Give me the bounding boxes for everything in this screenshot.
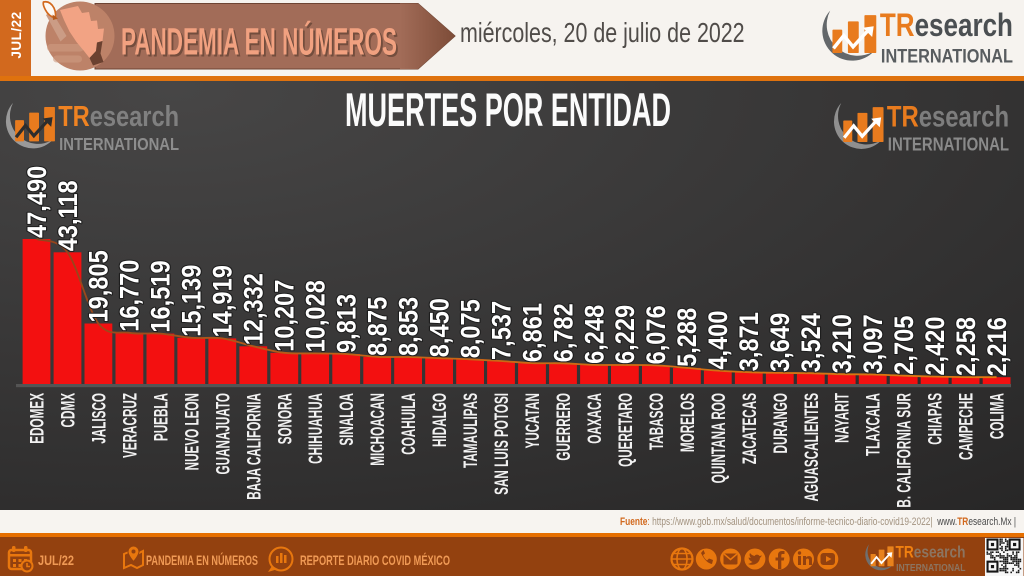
svg-text:2,216: 2,216 (982, 317, 1012, 376)
svg-text:BAJA CALIFORNIA: BAJA CALIFORNIA (243, 393, 265, 500)
svg-text:MORELOS: MORELOS (677, 393, 699, 452)
svg-text:14,919: 14,919 (208, 265, 238, 337)
svg-text:3,649: 3,649 (766, 313, 796, 372)
svg-text:16,519: 16,519 (146, 260, 176, 332)
svg-text:QUINTANA ROO: QUINTANA ROO (708, 393, 730, 483)
svg-text:GUANAJUATO: GUANAJUATO (212, 393, 234, 474)
svg-text:AGUASCALIENTES: AGUASCALIENTES (801, 393, 823, 502)
svg-text:6,229: 6,229 (611, 305, 641, 364)
svg-text:6,861: 6,861 (518, 303, 548, 362)
svg-text:TAMAULIPAS: TAMAULIPAS (460, 393, 482, 468)
svg-text:4,400: 4,400 (704, 310, 734, 369)
svg-text:8,875: 8,875 (363, 297, 393, 356)
svg-text:TResearch: TResearch (880, 7, 1013, 43)
svg-text:CHIAPAS: CHIAPAS (925, 393, 947, 445)
svg-text:INTERNATIONAL: INTERNATIONAL (896, 563, 965, 574)
svg-text:8,853: 8,853 (394, 297, 424, 356)
svg-text:15,139: 15,139 (177, 265, 207, 337)
svg-text:2,705: 2,705 (890, 316, 920, 375)
svg-text:6,076: 6,076 (642, 305, 672, 364)
svg-text:2,258: 2,258 (951, 317, 981, 376)
svg-text:SAN LUIS POTOSI: SAN LUIS POTOSI (491, 393, 513, 495)
svg-text:COAHUILA: COAHUILA (398, 393, 420, 455)
svg-text:NUEVO LEON: NUEVO LEON (181, 393, 203, 470)
svg-text:12,332: 12,332 (239, 273, 269, 345)
svg-text:TABASCO: TABASCO (646, 393, 668, 450)
svg-text:SONORA: SONORA (274, 393, 296, 445)
svg-text:TResearch: TResearch (58, 101, 179, 133)
svg-text:PANDEMIA EN NÚMEROS: PANDEMIA EN NÚMEROS (121, 20, 397, 64)
svg-text:REPORTE DIARIO COVID MÉXICO: REPORTE DIARIO COVID MÉXICO (300, 552, 450, 568)
svg-text:9,813: 9,813 (332, 294, 362, 353)
svg-text:6,782: 6,782 (549, 303, 579, 362)
svg-text:OAXACA: OAXACA (584, 393, 606, 444)
svg-text:47,490: 47,490 (22, 166, 52, 238)
svg-text:PUEBLA: PUEBLA (150, 393, 172, 441)
svg-text:DURANGO: DURANGO (770, 393, 792, 453)
svg-text:JUL/22: JUL/22 (38, 552, 74, 568)
svg-text:CHIHUAHUA: CHIHUAHUA (305, 393, 327, 464)
svg-text:10,028: 10,028 (301, 280, 331, 352)
svg-text:YUCATAN: YUCATAN (522, 393, 544, 448)
svg-text:INTERNATIONAL: INTERNATIONAL (881, 45, 1013, 67)
svg-text:3,097: 3,097 (859, 314, 889, 373)
svg-text:16,770: 16,770 (115, 260, 145, 332)
svg-text:SINALOA: SINALOA (336, 393, 358, 446)
svg-text:GUERRERO: GUERRERO (553, 393, 575, 461)
svg-text:HIDALGO: HIDALGO (429, 393, 451, 447)
svg-text:B. CALIFORNIA SUR: B. CALIFORNIA SUR (894, 393, 916, 508)
svg-text:3,210: 3,210 (828, 314, 858, 373)
svg-text:3,871: 3,871 (735, 312, 765, 371)
svg-text:MICHOACAN: MICHOACAN (367, 393, 389, 466)
svg-text:NAYARIT: NAYARIT (832, 393, 854, 443)
svg-text:VERACRUZ: VERACRUZ (119, 393, 141, 458)
svg-text:10,207: 10,207 (270, 280, 300, 352)
svg-text:2,420: 2,420 (920, 316, 950, 375)
svg-text:EDOMEX: EDOMEX (27, 393, 49, 444)
svg-text:19,805: 19,805 (84, 250, 114, 322)
svg-text:QUERETARO: QUERETARO (615, 393, 637, 467)
svg-text:6,248: 6,248 (580, 305, 610, 364)
svg-text:8,075: 8,075 (456, 299, 486, 358)
svg-text:3,524: 3,524 (797, 313, 827, 372)
svg-text:COLIMA: COLIMA (987, 393, 1009, 439)
svg-text:CAMPECHE: CAMPECHE (956, 393, 978, 460)
svg-text:7,537: 7,537 (487, 301, 517, 360)
svg-text:PANDEMIA EN NÚMEROS: PANDEMIA EN NÚMEROS (146, 551, 258, 568)
svg-text:TResearch: TResearch (896, 542, 966, 561)
svg-text:INTERNATIONAL: INTERNATIONAL (888, 134, 1009, 154)
svg-text:5,288: 5,288 (673, 308, 703, 367)
svg-text:PANDEMIA EN NÚMEROS: PANDEMIA EN NÚMEROS (123, 21, 399, 65)
svg-text:INTERNATIONAL: INTERNATIONAL (59, 134, 179, 154)
svg-text:8,450: 8,450 (425, 298, 455, 357)
svg-text:JALISCO: JALISCO (88, 393, 110, 444)
svg-text:CDMX: CDMX (58, 393, 80, 428)
svg-text:TResearch: TResearch (887, 100, 1009, 133)
svg-text:TLAXCALA: TLAXCALA (863, 393, 885, 456)
svg-text:ZACATECAS: ZACATECAS (739, 393, 761, 464)
svg-text:43,118: 43,118 (53, 180, 83, 251)
svg-text:MUERTES POR ENTIDAD: MUERTES POR ENTIDAD (345, 84, 671, 137)
